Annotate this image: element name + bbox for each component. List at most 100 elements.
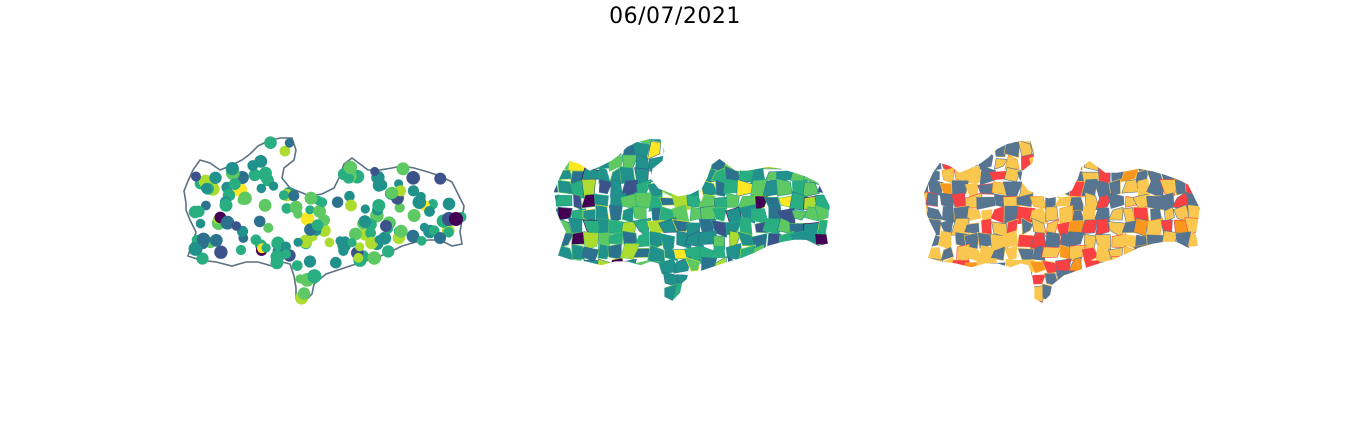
municipality-cell — [1213, 205, 1231, 224]
municipality-cell — [1080, 283, 1095, 300]
bubble-marker — [220, 215, 235, 230]
municipality-cell — [842, 284, 855, 301]
municipality-cell — [1172, 141, 1190, 147]
municipality-cell — [1041, 178, 1060, 199]
municipality-cell — [818, 244, 830, 263]
municipality-cell — [584, 283, 601, 301]
municipality-cell — [844, 235, 859, 246]
municipality-cell — [924, 257, 943, 277]
municipality-cell — [570, 286, 586, 300]
municipality-cell — [1159, 141, 1176, 144]
municipality-cell — [554, 153, 561, 172]
municipality-cell — [1021, 153, 1036, 171]
bubble-marker — [268, 181, 279, 191]
bubble-marker — [370, 166, 380, 176]
municipality-cell — [1186, 154, 1200, 172]
municipality-cell — [814, 283, 830, 301]
municipality-cell — [1093, 273, 1109, 289]
municipality-cell — [820, 165, 830, 184]
municipality-cell — [977, 141, 993, 147]
municipality-cell — [716, 296, 728, 301]
municipality-cell — [1067, 273, 1085, 286]
bubble-marker — [280, 241, 291, 252]
municipality-cell — [672, 299, 692, 301]
bubble-marker — [219, 198, 233, 212]
municipality-cell — [611, 142, 622, 157]
municipality-cell — [1045, 206, 1059, 222]
municipality-cell — [595, 139, 614, 146]
municipality-cell — [842, 166, 859, 181]
municipality-cell — [977, 182, 996, 195]
municipality-cell — [778, 152, 794, 167]
bubble-marker — [248, 168, 261, 182]
bubble-marker — [250, 234, 262, 246]
municipality-cell — [1081, 298, 1100, 303]
municipality-cell — [847, 257, 860, 272]
municipality-cell — [763, 139, 780, 160]
municipality-cell — [1124, 256, 1136, 274]
municipality-cell — [830, 245, 842, 259]
bubble-marker — [284, 138, 295, 148]
bubble-marker — [396, 162, 410, 176]
municipality-cell — [1147, 141, 1164, 143]
municipality-cell — [965, 273, 981, 288]
municipality-cell — [1121, 152, 1137, 172]
municipality-cell — [964, 182, 979, 198]
municipality-cell — [1171, 257, 1192, 276]
municipality-cell — [673, 139, 688, 144]
municipality-cell — [1159, 179, 1178, 196]
municipality-cell — [671, 142, 691, 159]
municipality-cell — [831, 260, 846, 276]
municipality-cell — [623, 258, 637, 275]
municipality-cell — [1067, 231, 1085, 247]
municipality-cell — [1199, 204, 1200, 224]
municipality-cell — [675, 156, 690, 169]
category-cells — [924, 141, 1231, 303]
municipality-cell — [556, 232, 575, 249]
municipality-cell — [609, 284, 624, 301]
municipality-cell — [633, 295, 652, 301]
municipality-cell — [621, 154, 639, 171]
municipality-cell — [1189, 143, 1200, 157]
municipality-cell — [1031, 166, 1049, 186]
municipality-cell — [1202, 156, 1218, 168]
municipality-cell — [727, 270, 744, 286]
municipality-cell — [646, 141, 662, 160]
bubble-marker — [281, 249, 292, 259]
municipality-cell — [1068, 283, 1085, 303]
municipality-cell — [684, 282, 704, 301]
municipality-cell — [596, 287, 610, 301]
bubble-marker — [382, 245, 395, 258]
municipality-cell — [710, 283, 728, 301]
bubble-marker — [385, 186, 399, 200]
municipality-cell — [572, 193, 583, 211]
municipality-cell — [1187, 258, 1200, 273]
municipality-cell — [1147, 218, 1164, 236]
bubble-marker — [380, 220, 392, 232]
municipality-cell — [1045, 170, 1060, 182]
municipality-cell — [741, 297, 755, 301]
municipality-cell — [1120, 283, 1135, 301]
municipality-cell — [727, 256, 744, 273]
municipality-cell — [1160, 230, 1179, 250]
municipality-cell — [927, 218, 942, 237]
municipality-cell — [924, 247, 942, 261]
municipality-cell — [951, 259, 970, 277]
bubble-marker — [258, 198, 272, 212]
municipality-cell — [1030, 274, 1046, 285]
municipality-cell — [1108, 247, 1124, 264]
municipality-cell — [924, 256, 932, 273]
bubble-marker — [335, 236, 345, 246]
municipality-cell — [1216, 182, 1227, 199]
municipality-cell — [554, 166, 562, 182]
municipality-cell — [1015, 300, 1035, 303]
municipality-cell — [924, 245, 929, 264]
municipality-cell — [1197, 257, 1200, 277]
municipality-cell — [1108, 270, 1127, 289]
municipality-cell — [1132, 286, 1153, 300]
municipality-cell — [1006, 286, 1022, 303]
municipality-cell — [737, 152, 757, 173]
municipality-cell — [989, 262, 1006, 275]
municipality-cell — [607, 231, 624, 245]
